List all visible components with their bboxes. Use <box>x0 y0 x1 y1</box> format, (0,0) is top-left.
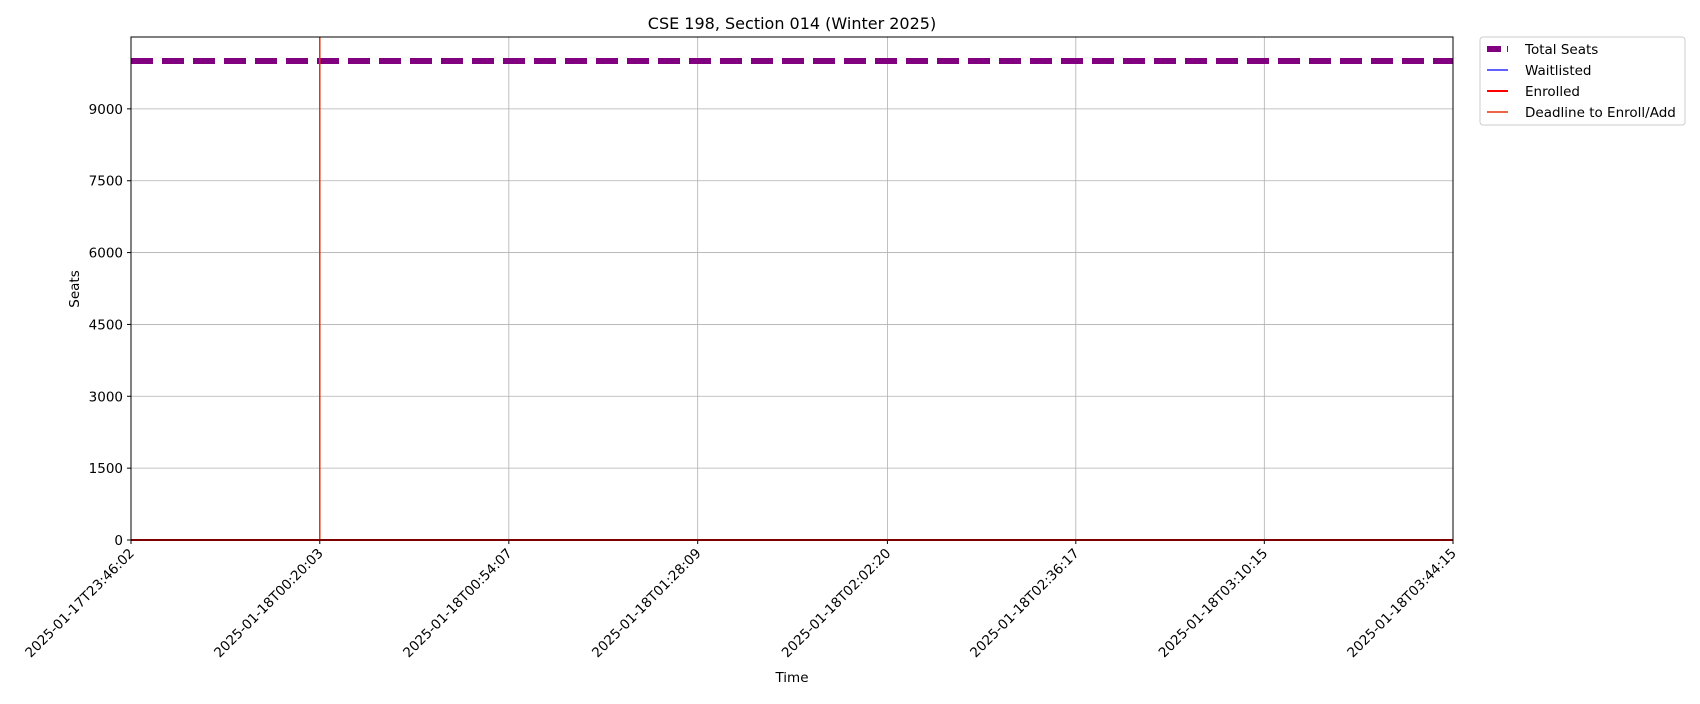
x-axis-label: Time <box>774 670 808 686</box>
x-tick-label: 2025-01-17T23:46:02 <box>22 546 138 662</box>
legend-frame <box>1479 36 1686 126</box>
chart-title: CSE 198, Section 014 (Winter 2025) <box>648 14 936 33</box>
y-tick-label: 0 <box>114 533 123 549</box>
x-tick-label: 2025-01-18T01:28:09 <box>589 546 705 662</box>
y-tick-label: 4500 <box>89 317 123 333</box>
y-tick-label: 3000 <box>89 389 123 405</box>
y-axis-label: Seats <box>67 270 83 307</box>
y-tick-label: 9000 <box>89 102 123 118</box>
grid <box>130 37 1454 541</box>
x-tick-label: 2025-01-18T02:36:17 <box>967 546 1083 662</box>
plot-area <box>131 37 1453 541</box>
y-tick-label: 1500 <box>89 461 123 477</box>
legend-entry-label: Deadline to Enroll/Add <box>1525 105 1676 121</box>
x-tick-label: 2025-01-18T00:20:03 <box>211 546 327 662</box>
x-tick-label: 2025-01-18T00:54:07 <box>400 546 516 662</box>
plot-frame <box>130 36 1454 541</box>
x-tick-label: 2025-01-18T02:02:20 <box>779 546 895 662</box>
x-tick-label: 2025-01-18T03:44:15 <box>1344 546 1460 662</box>
y-axis: 0 1500 3000 4500 6000 7500 9000 <box>89 102 131 549</box>
x-axis: 2025-01-17T23:46:02 2025-01-18T00:20:03 20… <box>22 540 1460 661</box>
x-tick-label: 2025-01-18T03:10:15 <box>1156 546 1272 662</box>
legend-entry-label: Enrolled <box>1525 84 1580 100</box>
legend: Total Seats Waitlisted Enrolled Deadline to… <box>1479 36 1686 126</box>
y-tick-label: 6000 <box>89 246 123 262</box>
y-tick-label: 7500 <box>89 174 123 190</box>
legend-entry-label: Waitlisted <box>1525 63 1592 79</box>
legend-entry-label: Total Seats <box>1524 42 1598 58</box>
